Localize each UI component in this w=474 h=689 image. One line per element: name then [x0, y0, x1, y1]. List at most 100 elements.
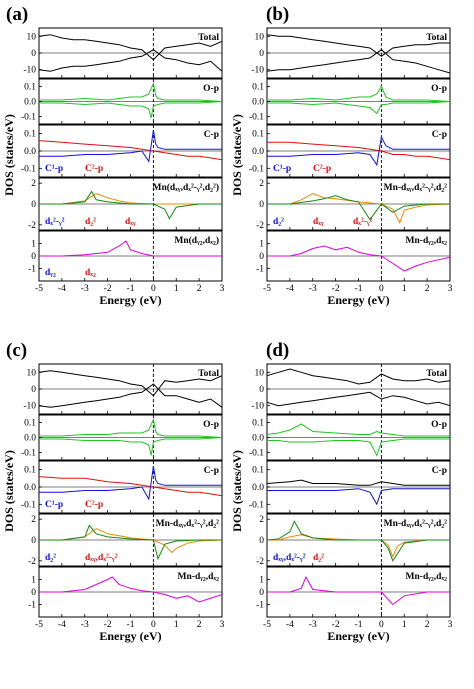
xtick-label: -1 — [127, 620, 135, 630]
ytick-label: 0 — [259, 200, 264, 210]
dos-series-line — [266, 368, 451, 385]
subplot-label: C-p — [432, 130, 447, 140]
ytick-label: 10 — [255, 32, 265, 42]
dos-series-line — [267, 101, 451, 115]
subplot-4: 1 0 -1 Mn-dᵧ₂,dₓ₂ — [256, 230, 451, 282]
xtick-label: 3 — [448, 284, 453, 294]
ytick-label: 0.0 — [24, 147, 36, 157]
panel-letter: (d) — [266, 340, 289, 361]
panel-d: (d)100-10Total0.10.0-0.1O-p0.10.0-0.1C-p… — [230, 340, 453, 643]
dos-series-line — [267, 195, 450, 221]
ytick-label: -0.1 — [21, 500, 36, 510]
dos-series-line — [39, 524, 222, 561]
subplot-label: Mn-dᵧ₂,dₓ₂ — [406, 236, 448, 246]
ytick-label: -0.1 — [21, 164, 36, 174]
ytick-label: -10 — [251, 66, 264, 76]
dos-series-line — [39, 437, 223, 456]
subplot-1: 0.1 0.0 -0.1 O-p — [249, 414, 451, 461]
subplot-label: O-p — [203, 84, 219, 94]
ytick-label: 0.0 — [24, 434, 36, 444]
ytick-label: -2 — [256, 557, 264, 567]
subplot-label: Total — [426, 369, 447, 379]
annotation-label: dₓᵧ — [313, 217, 324, 227]
subplot-0: 10 0 -10 Total — [23, 363, 223, 415]
subplot-4: 1 0 -1 Mn-dᵧ₂,dₓ₂ — [256, 566, 451, 618]
xtick-label: -3 — [81, 284, 89, 294]
y-axis-title: DOS (states/eV) — [230, 114, 244, 196]
ytick-label: -0.1 — [21, 113, 36, 123]
subplot-1: 0.1 0.0 -0.1 O-p — [249, 78, 451, 125]
dos-series-line — [266, 520, 450, 562]
dos-series-line — [38, 383, 223, 408]
dos-series-line — [266, 34, 450, 57]
ytick-label: 0.1 — [252, 130, 264, 140]
ytick-label: 0.0 — [252, 483, 264, 493]
panel-letter: (a) — [6, 4, 28, 25]
dos-series-line — [267, 488, 450, 506]
dos-series-line — [38, 34, 223, 61]
ytick-label: 0 — [31, 588, 36, 598]
annotation-label: d₂² — [45, 553, 56, 563]
xtick-label: 2 — [197, 284, 202, 294]
ytick-label: -2 — [28, 221, 36, 231]
xtick-label: -4 — [286, 620, 294, 630]
ytick-label: 0 — [259, 588, 264, 598]
annotation-label: C²-p — [313, 164, 331, 174]
xtick-label: -3 — [81, 620, 89, 630]
ytick-label: -2 — [256, 221, 264, 231]
subplot-3: 2 0 -2 Mn-dₓᵧ,dₓ²-ᵧ²,d₂² d₂² dₓᵧ dₓ²-ᵧ² — [256, 177, 451, 231]
y-axis-title: DOS (states/eV) — [2, 114, 16, 196]
subplot-label: Mn-dᵧ₂,dₓ₂ — [406, 572, 448, 582]
xtick-label: -5 — [35, 620, 43, 630]
xtick-label: -4 — [58, 620, 66, 630]
dos-series-line — [38, 476, 223, 497]
dos-series-line — [39, 193, 222, 205]
xtick-label: 3 — [220, 284, 225, 294]
xtick-label: 1 — [402, 284, 407, 294]
xtick-label: -4 — [58, 284, 66, 294]
annotation-label: dₓᵧ — [125, 217, 136, 227]
xtick-label: 1 — [174, 284, 179, 294]
ytick-label: 1 — [31, 576, 36, 586]
ytick-label: 2 — [259, 515, 264, 525]
subplot-label: Mn-dᵧ₂,dₓ₂ — [178, 572, 220, 582]
subplot-2: 0.1 0.0 -0.1 C-p — [249, 460, 451, 514]
ytick-label: 0 — [259, 385, 264, 395]
subplot-label: C-p — [204, 130, 219, 140]
annotation-label: d₂² — [85, 217, 96, 227]
xtick-label: 3 — [448, 620, 453, 630]
dos-series-line — [38, 140, 223, 161]
ytick-label: 0 — [31, 200, 36, 210]
dos-series-line — [267, 575, 450, 606]
subplot-0: 10 0 -10 Total — [251, 27, 451, 79]
annotation-label: dᵧ₂ — [45, 268, 56, 278]
subplot-2: 0.1 0.0 -0.1 C-p C¹-p C²-p — [21, 460, 223, 514]
ytick-label: -0.1 — [249, 449, 264, 459]
subplot-1: 0.1 0.0 -0.1 O-p — [21, 414, 223, 461]
ytick-label: 0 — [259, 536, 264, 546]
ytick-label: 0.1 — [24, 466, 36, 476]
y-axis-title: DOS (states/eV) — [2, 450, 16, 532]
dos-series-line — [266, 479, 450, 486]
dos-series-line — [267, 141, 451, 161]
annotation-label: dₓ²-ᵧ² — [45, 217, 65, 227]
annotation-label: C²-p — [85, 500, 103, 510]
dos-series-line — [39, 576, 223, 603]
xtick-label: -1 — [127, 284, 135, 294]
ytick-label: 0.1 — [24, 130, 36, 140]
annotation-label: dₓᵧ,dₓ²-ᵧ² — [85, 553, 118, 563]
ytick-label: -10 — [23, 402, 36, 412]
subplot-label: Mn-dₓᵧ,dₓ²-ᵧ²,d₂² — [156, 519, 220, 529]
annotation-label: dₓ₂ — [85, 268, 96, 278]
dos-series-line — [39, 101, 223, 119]
ytick-label: -0.1 — [249, 113, 264, 123]
annotation-label: C¹-p — [273, 164, 291, 174]
subplot-label: O-p — [431, 84, 447, 94]
dos-series-line — [39, 130, 222, 163]
dos-series-line — [267, 85, 451, 102]
ytick-label: -1 — [256, 601, 264, 611]
ytick-label: 2 — [31, 179, 36, 189]
annotation-label: C¹-p — [45, 164, 63, 174]
subplot-3: 2 0 -2 Mn(dₓᵧ,dₓ²-ᵧ²,d₂²) dₓ²-ᵧ² d₂² dₓᵧ — [28, 177, 223, 231]
